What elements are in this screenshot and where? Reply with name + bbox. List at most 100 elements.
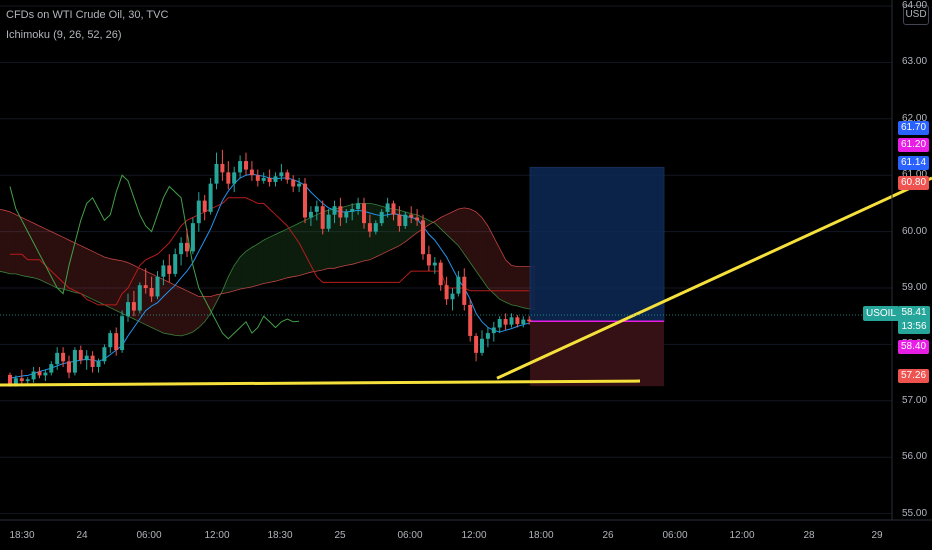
candle-body <box>527 319 532 322</box>
price-level-label: 57.26 <box>898 369 930 383</box>
candle-body <box>297 183 302 187</box>
cloud-segment <box>27 220 34 278</box>
price-level-label: 58.40 <box>898 340 930 354</box>
time-tick-label: 25 <box>334 530 346 541</box>
candle-body <box>126 302 130 317</box>
cloud-segment <box>482 217 488 288</box>
price-level-label: 60.80 <box>898 176 930 190</box>
time-tick-label: 26 <box>602 530 614 541</box>
cloud-segment <box>346 204 353 266</box>
cloud-segment <box>334 207 341 269</box>
lagging-span <box>9 174 300 340</box>
cloud-segment <box>240 251 246 290</box>
chart-title: CFDs on WTI Crude Oil, 30, TVC <box>6 9 169 21</box>
price-tick-label: 62.00 <box>902 112 928 124</box>
time-tick-label: 18:00 <box>528 530 554 541</box>
candle-body <box>72 350 77 373</box>
time-tick-label: 06:00 <box>662 530 688 541</box>
cloud-segment <box>251 244 258 287</box>
symbol-tag: USOIL <box>863 306 900 321</box>
cloud-segment <box>281 228 288 280</box>
trendlines <box>0 176 932 387</box>
cloud-segment <box>163 279 170 335</box>
candle-body <box>102 347 107 362</box>
price-level-label: 61.14 <box>898 156 930 170</box>
cloud-segment <box>181 288 187 336</box>
cloud-segment <box>470 209 477 272</box>
candle-body <box>397 214 402 226</box>
candle-body <box>143 285 148 288</box>
candle-body <box>421 220 425 255</box>
candle-body <box>137 285 142 311</box>
candle-body <box>503 319 508 325</box>
price-tick-label: 59.00 <box>902 282 928 293</box>
candle-body <box>214 163 219 184</box>
cloud-segment <box>440 214 447 235</box>
last-price-value: 58.41 <box>901 307 927 318</box>
time-tick-label: 24 <box>76 530 88 541</box>
candle-body <box>444 285 449 300</box>
cloud-segment <box>51 231 58 288</box>
cloud-segment <box>86 248 93 300</box>
cloud-segment <box>98 254 105 305</box>
time-tick-label: 12:00 <box>461 530 487 541</box>
candle-body <box>415 217 420 221</box>
candle-body <box>131 302 136 311</box>
price-tick-label: 57.00 <box>902 394 928 406</box>
candle-body <box>480 338 484 353</box>
candle-body <box>261 178 266 181</box>
candle-body <box>31 371 36 380</box>
candle-body <box>462 276 467 305</box>
price-level-label: 61.20 <box>898 138 930 152</box>
cloud-segment <box>511 265 518 307</box>
currency-button[interactable]: USD <box>903 5 929 25</box>
candle-body <box>108 333 113 348</box>
candle-body <box>249 169 254 176</box>
price-tick-label: 61.00 <box>902 169 928 181</box>
candle-body <box>379 211 384 224</box>
candle-body <box>521 319 526 325</box>
candle-body <box>491 327 496 334</box>
candlesticks <box>8 149 532 387</box>
candle-body <box>244 161 248 170</box>
cloud-segment <box>263 237 270 284</box>
candle-body <box>320 206 325 229</box>
candle-body <box>190 223 195 252</box>
cloud-segment <box>4 210 10 274</box>
time-tick-label: 18:30 <box>267 530 293 541</box>
candle-body <box>432 262 437 266</box>
candle-body <box>468 304 473 336</box>
indicator-legend[interactable]: Ichimoku (9, 26, 52, 26) <box>6 29 122 41</box>
cloud-segment <box>275 231 282 282</box>
cloud-segment <box>269 234 276 283</box>
candle-body <box>326 214 331 229</box>
candle-body <box>8 374 12 384</box>
candle-body <box>509 317 514 325</box>
candle-body <box>49 364 54 373</box>
cloud-segment <box>287 225 294 278</box>
cloud-segment <box>169 282 176 336</box>
time-tick-label: 06:00 <box>136 530 162 541</box>
candle-body <box>291 179 296 187</box>
candle-body <box>485 333 490 339</box>
candle-body <box>238 161 243 173</box>
cloud-segment <box>517 266 524 308</box>
cloud-segment <box>523 266 530 309</box>
candle-body <box>515 317 520 325</box>
leading-span-b <box>0 207 536 297</box>
candle-body <box>267 178 272 182</box>
time-tick-label: 29 <box>871 530 883 541</box>
candle-body <box>78 350 83 361</box>
candle-body <box>161 265 166 277</box>
candle-body <box>120 316 125 351</box>
cloud-segment <box>80 245 87 297</box>
cloud-segment <box>387 207 394 252</box>
cloud-segment <box>10 211 16 274</box>
cloud-segment <box>198 296 205 328</box>
candle-body <box>497 319 502 328</box>
price-tick-label: 55.00 <box>902 507 928 519</box>
candle-body <box>226 172 231 184</box>
candle-body <box>149 288 154 297</box>
cloud-segment <box>175 285 182 336</box>
